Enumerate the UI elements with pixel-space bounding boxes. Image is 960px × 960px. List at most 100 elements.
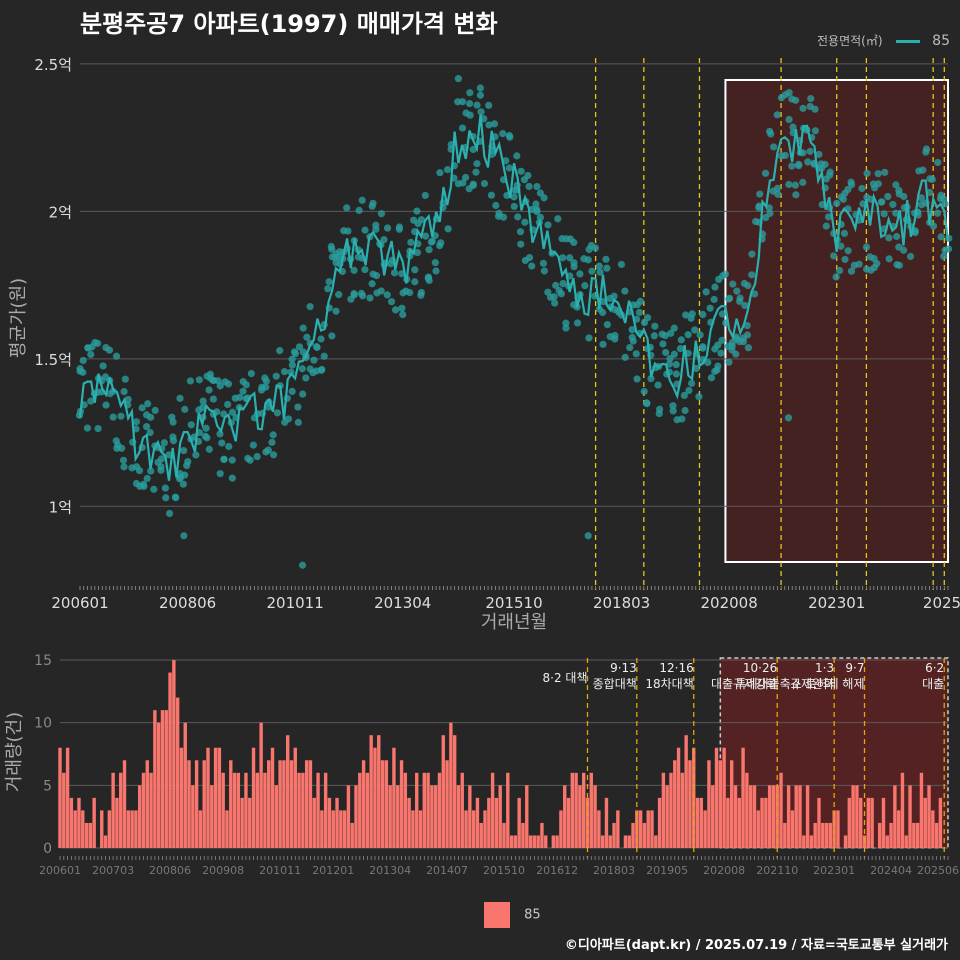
scatter-point	[847, 267, 856, 275]
scatter-point	[840, 229, 849, 238]
scatter-point	[521, 218, 529, 226]
x-tick-label: 202506	[917, 864, 959, 877]
volume-bar	[912, 822, 916, 848]
legend-bottom-value: 85	[524, 907, 541, 923]
scatter-point	[554, 215, 562, 223]
volume-bar	[555, 835, 559, 848]
scatter-point	[684, 331, 692, 339]
scatter-point	[632, 350, 640, 358]
scatter-point	[383, 291, 391, 299]
scatter-point	[685, 386, 693, 395]
volume-bar	[282, 760, 286, 848]
volume-bar	[509, 835, 514, 848]
scatter-point	[350, 291, 358, 299]
volume-bar	[430, 785, 434, 848]
volume-bar	[502, 822, 506, 848]
scatter-point	[139, 480, 148, 488]
policy-annotation: 12·16	[659, 661, 693, 675]
scatter-point	[268, 438, 276, 446]
x-tick-label: 202301	[813, 864, 855, 877]
volume-bar	[263, 772, 267, 848]
scatter-point	[755, 203, 763, 212]
scatter-point	[621, 353, 629, 361]
volume-bar	[331, 810, 335, 848]
scatter-point	[160, 439, 168, 447]
volume-bar	[722, 747, 726, 848]
scatter-point	[387, 298, 396, 306]
policy-annotation: 규제완화	[790, 677, 834, 691]
scatter-point	[183, 461, 191, 470]
scatter-point	[372, 225, 380, 233]
volume-bar	[908, 785, 912, 848]
x-tick-label: 200908	[202, 864, 244, 877]
scatter-point	[399, 311, 407, 319]
volume-bar	[301, 772, 305, 848]
scatter-point	[591, 244, 600, 252]
scatter-point	[774, 190, 782, 198]
volume-bar	[498, 785, 502, 848]
volume-bar	[741, 747, 745, 848]
scatter-point	[298, 365, 306, 373]
scatter-point	[291, 350, 300, 358]
volume-bar	[88, 822, 93, 848]
scatter-point	[517, 240, 525, 248]
volume-bar	[278, 760, 282, 848]
scatter-point	[485, 101, 493, 109]
scatter-point	[355, 206, 363, 214]
scatter-point	[506, 133, 514, 141]
scatter-point	[667, 329, 675, 337]
scatter-point	[741, 301, 749, 310]
y-tick-label: 5	[43, 778, 52, 794]
scatter-point	[873, 260, 881, 268]
scatter-point	[784, 414, 793, 422]
scatter-point	[411, 266, 419, 274]
volume-bar	[919, 772, 924, 848]
x-tick-label: 201905	[646, 864, 688, 877]
volume-bar	[559, 810, 563, 848]
scatter-point	[186, 377, 195, 385]
scatter-point	[858, 184, 866, 193]
scatter-point	[350, 266, 358, 274]
volume-bar	[134, 810, 138, 848]
scatter-point	[795, 160, 803, 168]
scatter-point	[680, 391, 688, 399]
scatter-point	[665, 360, 673, 368]
scatter-point	[651, 322, 659, 330]
scatter-point	[756, 190, 764, 198]
volume-bar	[684, 735, 688, 848]
scatter-point	[102, 401, 110, 409]
volume-bar	[714, 747, 719, 848]
scatter-point	[344, 227, 352, 235]
volume-bar	[604, 797, 609, 848]
volume-bar	[578, 785, 582, 848]
volume-bar	[92, 797, 96, 848]
scatter-point	[298, 561, 307, 569]
volume-bar	[141, 772, 146, 848]
volume-bar	[536, 835, 540, 848]
volume-bar	[654, 835, 658, 848]
volume-bar	[323, 772, 328, 848]
volume-bar	[623, 835, 628, 848]
x-tick-label: 200806	[159, 594, 216, 612]
scatter-point	[540, 267, 548, 275]
volume-bar	[267, 760, 271, 848]
volume-bar	[160, 710, 165, 848]
scatter-point	[150, 485, 158, 493]
volume-bar	[836, 810, 840, 848]
volume-bar	[119, 772, 123, 848]
volume-bar	[813, 822, 817, 848]
volume-bar	[775, 785, 779, 848]
volume-bar	[289, 760, 294, 848]
x-tick-label: 201011	[259, 864, 301, 877]
scatter-point	[510, 193, 518, 201]
volume-bar	[380, 760, 385, 848]
volume-bar	[756, 810, 760, 848]
scatter-point	[676, 344, 684, 353]
policy-annotation: 대출규제강화	[711, 677, 777, 691]
scatter-point	[294, 403, 302, 411]
scatter-point	[187, 421, 195, 429]
scatter-point	[225, 442, 233, 451]
scatter-point	[629, 337, 637, 345]
scatter-point	[436, 169, 444, 177]
scatter-point	[422, 232, 430, 240]
